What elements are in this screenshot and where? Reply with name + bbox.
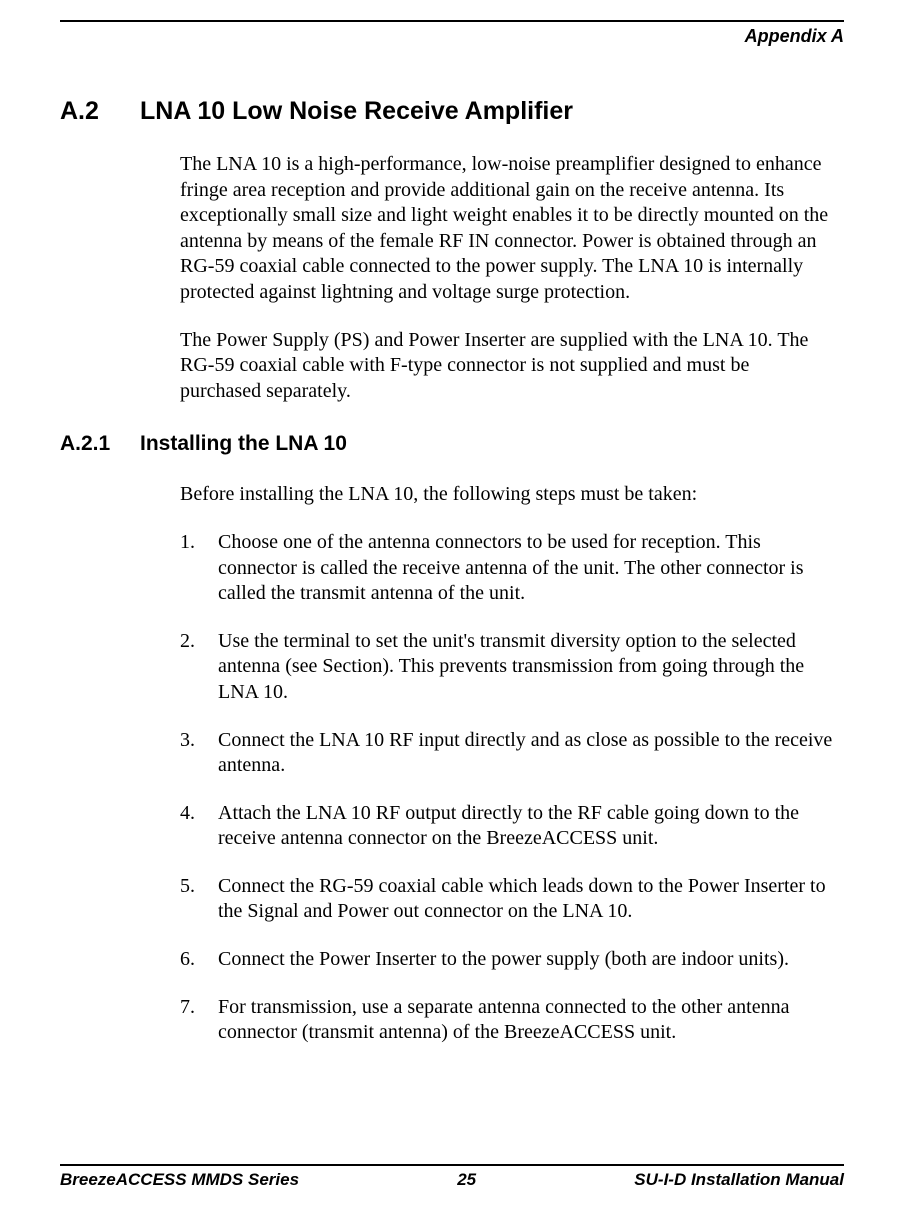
list-item: 2. Use the terminal to set the unit's tr… bbox=[180, 629, 834, 706]
list-number: 1. bbox=[180, 530, 218, 607]
subsection-title: Installing the LNA 10 bbox=[140, 432, 347, 456]
header-rule bbox=[60, 20, 844, 22]
paragraph-1: The LNA 10 is a high-performance, low-no… bbox=[180, 152, 834, 306]
steps-list: 1. Choose one of the antenna connectors … bbox=[180, 530, 834, 1046]
intro-text: Before installing the LNA 10, the follow… bbox=[180, 482, 834, 508]
list-content: Connect the LNA 10 RF input directly and… bbox=[218, 728, 834, 779]
list-content: Use the terminal to set the unit's trans… bbox=[218, 629, 834, 706]
list-number: 3. bbox=[180, 728, 218, 779]
list-content: For transmission, use a separate antenna… bbox=[218, 995, 834, 1046]
header-appendix-label: Appendix A bbox=[60, 26, 844, 47]
subsection-heading: A.2.1 Installing the LNA 10 bbox=[60, 432, 844, 456]
section-number: A.2 bbox=[60, 97, 140, 126]
list-content: Attach the LNA 10 RF output directly to … bbox=[218, 801, 834, 852]
list-item: 6. Connect the Power Inserter to the pow… bbox=[180, 947, 834, 973]
list-content: Connect the RG-59 coaxial cable which le… bbox=[218, 874, 834, 925]
list-item: 7. For transmission, use a separate ante… bbox=[180, 995, 834, 1046]
list-content: Connect the Power Inserter to the power … bbox=[218, 947, 834, 973]
footer-right: SU-I-D Installation Manual bbox=[634, 1170, 844, 1190]
page-container: Appendix A A.2 LNA 10 Low Noise Receive … bbox=[0, 0, 904, 1216]
footer-row: BreezeACCESS MMDS Series 25 SU-I-D Insta… bbox=[60, 1170, 844, 1190]
paragraph-2: The Power Supply (PS) and Power Inserter… bbox=[180, 328, 834, 405]
page-footer: BreezeACCESS MMDS Series 25 SU-I-D Insta… bbox=[60, 1164, 844, 1190]
list-number: 2. bbox=[180, 629, 218, 706]
list-item: 3. Connect the LNA 10 RF input directly … bbox=[180, 728, 834, 779]
list-number: 5. bbox=[180, 874, 218, 925]
list-item: 4. Attach the LNA 10 RF output directly … bbox=[180, 801, 834, 852]
subsection-number: A.2.1 bbox=[60, 432, 140, 456]
list-content: Choose one of the antenna connectors to … bbox=[218, 530, 834, 607]
list-item: 1. Choose one of the antenna connectors … bbox=[180, 530, 834, 607]
list-number: 7. bbox=[180, 995, 218, 1046]
footer-rule bbox=[60, 1164, 844, 1166]
list-number: 4. bbox=[180, 801, 218, 852]
footer-left: BreezeACCESS MMDS Series bbox=[60, 1170, 299, 1190]
footer-page-number: 25 bbox=[457, 1170, 476, 1190]
section-title: LNA 10 Low Noise Receive Amplifier bbox=[140, 97, 573, 126]
list-number: 6. bbox=[180, 947, 218, 973]
list-item: 5. Connect the RG-59 coaxial cable which… bbox=[180, 874, 834, 925]
section-heading: A.2 LNA 10 Low Noise Receive Amplifier bbox=[60, 97, 844, 126]
